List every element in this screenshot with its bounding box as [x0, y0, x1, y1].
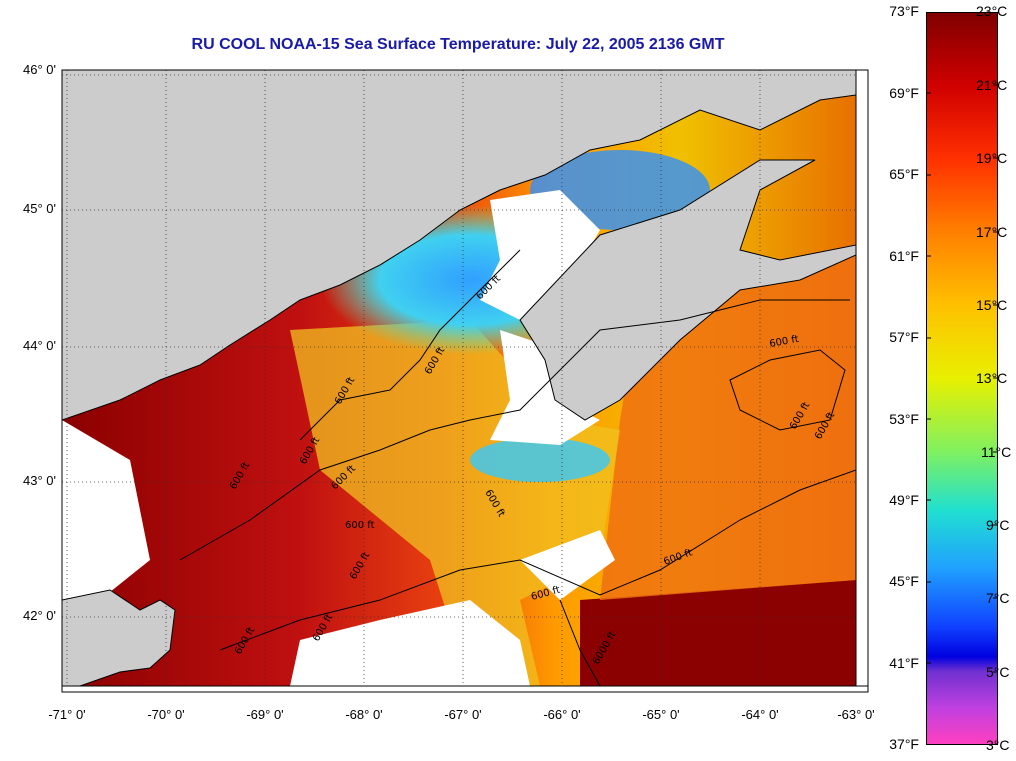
graticule	[62, 70, 856, 686]
contour-label: 600 ft	[345, 520, 375, 531]
lat-label: 45° 0'	[23, 201, 56, 216]
bottom-frame	[61, 685, 869, 693]
land-maine-new-brunswick	[62, 70, 856, 421]
fahrenheit-label: 65°F	[889, 166, 919, 182]
lon-label: -68° 0'	[345, 707, 383, 722]
colorbar-ticks	[926, 84, 998, 673]
celsius-label: 3°C	[986, 737, 1010, 753]
fahrenheit-label: 45°F	[889, 573, 919, 589]
warm-core-region	[580, 580, 856, 686]
lon-label: -69° 0'	[246, 707, 284, 722]
lat-label: 42° 0'	[23, 608, 56, 623]
lat-label: 44° 0'	[23, 338, 56, 353]
no-data-area	[520, 530, 615, 600]
no-data-area	[62, 420, 150, 600]
right-frame	[855, 69, 869, 687]
depth-contour	[219, 469, 856, 651]
fahrenheit-label: 69°F	[889, 85, 919, 101]
fahrenheit-label: 53°F	[889, 411, 919, 427]
no-data-area	[480, 190, 600, 320]
colorbar	[926, 12, 998, 745]
lat-label: 46° 0'	[23, 62, 56, 77]
no-data-area	[490, 330, 600, 445]
depth-contour	[179, 299, 850, 561]
depth-contour	[299, 249, 521, 441]
lon-label: -66° 0'	[543, 707, 581, 722]
celsius-label: 19°C	[976, 150, 1008, 166]
fahrenheit-label: 49°F	[889, 492, 919, 508]
celsius-label: 21°C	[976, 77, 1008, 93]
fahrenheit-label: 73°F	[889, 3, 919, 19]
lon-label: -63° 0'	[837, 707, 875, 722]
fahrenheit-label: 37°F	[889, 736, 919, 752]
celsius-label: 9°C	[986, 517, 1010, 533]
celsius-label: 11°C	[981, 444, 1012, 460]
lon-label: -64° 0'	[741, 707, 779, 722]
cold-patch	[470, 438, 610, 482]
lon-label: -65° 0'	[642, 707, 680, 722]
fahrenheit-label: 41°F	[889, 655, 919, 671]
lat-label: 43° 0'	[23, 473, 56, 488]
celsius-label: 15°C	[976, 297, 1008, 313]
land-cape-cod	[62, 589, 176, 686]
celsius-label: 5°C	[986, 664, 1010, 680]
celsius-label: 7°C	[986, 590, 1010, 606]
lon-label: -70° 0'	[147, 707, 185, 722]
celsius-label: 13°C	[976, 370, 1008, 386]
celsius-label: 23°C	[976, 3, 1008, 19]
contour-label: 600 ft	[769, 334, 800, 350]
celsius-label: 17°C	[976, 224, 1008, 240]
colorbar-gradient	[926, 12, 998, 745]
land-nova-scotia	[519, 159, 856, 421]
lon-label: -71° 0'	[48, 707, 86, 722]
lon-label: -67° 0'	[444, 707, 482, 722]
fahrenheit-label: 57°F	[889, 329, 919, 345]
depth-contour	[729, 349, 846, 431]
map-title: RU COOL NOAA-15 Sea Surface Temperature:…	[191, 36, 725, 53]
no-data-area	[290, 600, 530, 686]
fahrenheit-label: 61°F	[889, 248, 919, 264]
